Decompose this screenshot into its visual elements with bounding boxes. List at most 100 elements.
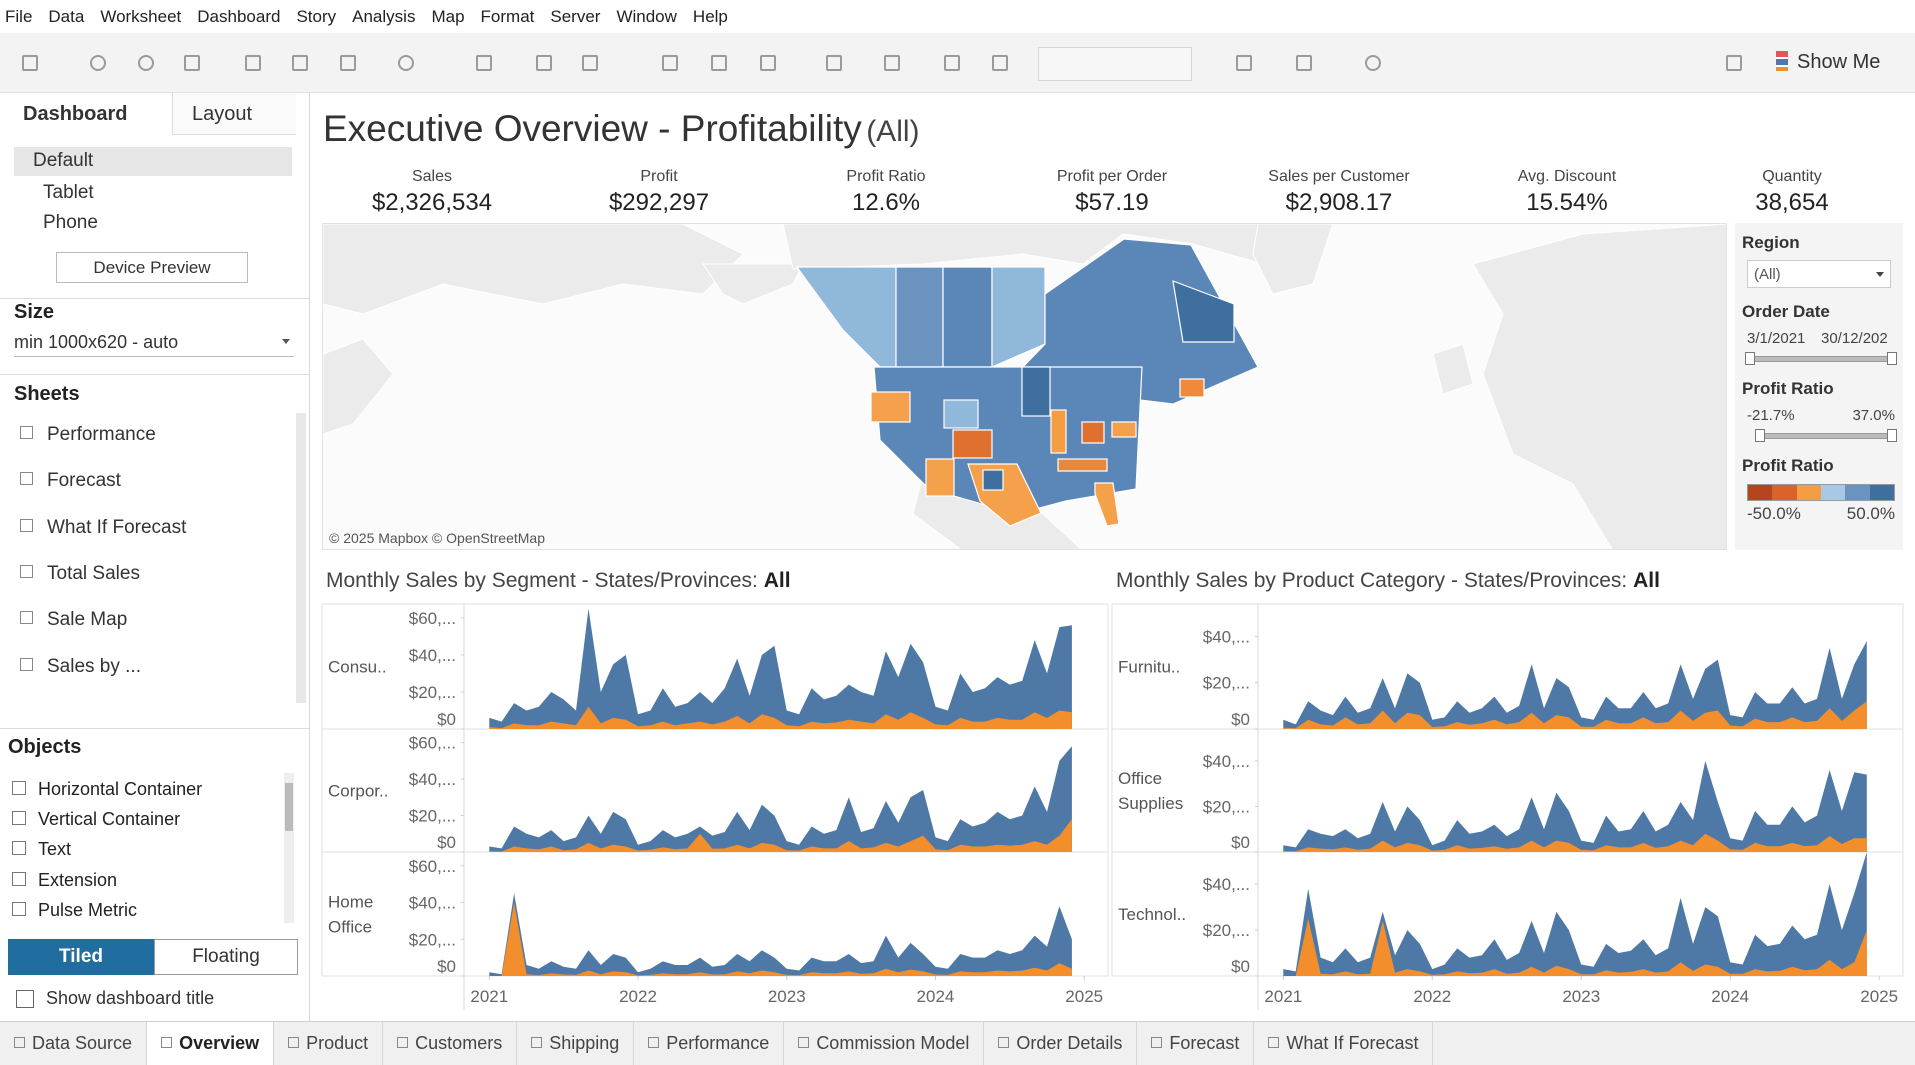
sheet-tab[interactable]: Data Source	[0, 1022, 148, 1065]
y-tick-label: $0	[1231, 710, 1250, 729]
menu-item[interactable]: Worksheet	[100, 6, 182, 26]
menu-item[interactable]: Analysis	[352, 6, 416, 26]
area	[489, 819, 1072, 852]
icon[interactable]	[1296, 55, 1312, 71]
y-tick-label: $60,...	[409, 609, 456, 628]
icon[interactable]	[884, 55, 900, 71]
sheet-item[interactable]: Sales by ...	[20, 656, 141, 678]
sheet-tab[interactable]: Product	[274, 1022, 384, 1065]
icon[interactable]	[1236, 55, 1252, 71]
sheet-item[interactable]: What If Forecast	[20, 517, 186, 539]
fit-dropdown[interactable]	[1038, 47, 1192, 81]
icon[interactable]	[22, 55, 38, 71]
x-tick-label: 2024	[917, 987, 955, 1006]
icon[interactable]	[711, 55, 727, 71]
sheet-item[interactable]: Performance	[20, 424, 156, 446]
panel-label: Office	[1118, 769, 1162, 788]
menu-item[interactable]: Window	[616, 6, 677, 26]
object-item[interactable]: Extension	[12, 870, 117, 891]
kpi-value: $292,297	[608, 189, 710, 216]
sheet-tab[interactable]: Overview	[147, 1022, 275, 1065]
undo[interactable]	[90, 55, 106, 71]
icon[interactable]	[944, 55, 960, 71]
menu-item[interactable]: Format	[480, 6, 535, 26]
object-item[interactable]: Text	[12, 839, 71, 860]
tab-layout[interactable]: Layout	[172, 93, 296, 135]
sheet-tab[interactable]: Shipping	[517, 1022, 635, 1065]
icon[interactable]	[536, 55, 552, 71]
icon[interactable]	[992, 55, 1008, 71]
y-tick-label: $20,...	[409, 930, 456, 949]
slider-handle[interactable]	[1887, 352, 1897, 365]
slider-handle[interactable]	[1745, 352, 1755, 365]
show-me[interactable]: Show Me	[1797, 51, 1881, 73]
device-preview-button[interactable]: Device Preview	[56, 252, 248, 283]
sheet-tabs: Data Source Overview Product Customers Shipp…	[0, 1021, 1915, 1065]
icon[interactable]	[1726, 55, 1742, 71]
share[interactable]	[1365, 55, 1381, 71]
y-tick-label: $0	[1231, 833, 1250, 852]
device[interactable]: Default	[33, 150, 94, 171]
icon[interactable]	[826, 55, 842, 71]
device[interactable]: Phone	[43, 212, 98, 233]
y-tick-label: $0	[437, 957, 456, 976]
save[interactable]	[245, 55, 261, 71]
tiled-button[interactable]: Tiled	[8, 939, 154, 975]
refresh[interactable]	[398, 55, 414, 71]
icon[interactable]	[340, 55, 356, 71]
menu-item[interactable]: Help	[692, 6, 728, 26]
object-item[interactable]: Vertical Container	[12, 809, 180, 830]
region-dropdown[interactable]: (All)	[1747, 260, 1891, 288]
show-title-label[interactable]: Show dashboard title	[46, 988, 215, 1008]
kpi: Profit $292,297	[549, 168, 769, 217]
sheet-tab[interactable]: Customers	[383, 1022, 518, 1065]
area	[1283, 833, 1867, 852]
menu-item[interactable]: Data	[48, 6, 85, 26]
sheet-tab[interactable]: Order Details	[984, 1022, 1138, 1065]
area	[1283, 852, 1867, 976]
icon[interactable]	[476, 55, 492, 71]
size-value[interactable]: min 1000x620 - auto	[14, 332, 179, 352]
device[interactable]: Tablet	[43, 182, 94, 203]
menu-item[interactable]: Dashboard	[197, 6, 281, 26]
sheet-tab[interactable]: What If Forecast	[1254, 1022, 1434, 1065]
sheet-tab[interactable]: Commission Model	[784, 1022, 985, 1065]
slider-handle[interactable]	[1887, 429, 1897, 442]
menu-item[interactable]: Story	[296, 6, 337, 26]
object-item[interactable]: Pulse Metric	[12, 900, 137, 921]
icon[interactable]	[292, 55, 308, 71]
sheet-tab[interactable]: Forecast	[1137, 1022, 1255, 1065]
slider-handle[interactable]	[1755, 429, 1765, 442]
chart-title-text: Monthly Sales by Product Category - Stat…	[1116, 569, 1633, 592]
x-tick-label: 2025	[1860, 987, 1898, 1006]
panel-label: Supplies	[1118, 794, 1183, 813]
sheet-item[interactable]: Total Sales	[20, 563, 140, 585]
icon[interactable]	[582, 55, 598, 71]
kpi-value: 38,654	[1755, 189, 1829, 216]
checkbox[interactable]	[16, 990, 34, 1008]
redo[interactable]	[138, 55, 154, 71]
menu-item[interactable]: Server	[550, 6, 601, 26]
panel-label: Home	[328, 893, 373, 912]
menu-item[interactable]: Map	[431, 6, 465, 26]
separator	[0, 728, 309, 729]
separator	[0, 374, 309, 375]
tab-dashboard[interactable]: Dashboard	[0, 93, 172, 135]
icon[interactable]	[184, 55, 200, 71]
show-me-icon	[1776, 51, 1788, 71]
menu-item[interactable]: File	[5, 6, 33, 26]
icon[interactable]	[760, 55, 776, 71]
map-canvas	[323, 224, 1726, 549]
floating-button[interactable]: Floating	[154, 939, 298, 975]
filter-label: Order Date	[1742, 302, 1830, 321]
map[interactable]: © 2025 Mapbox © OpenStreetMap	[322, 223, 1727, 550]
sheet-tab[interactable]: Performance	[634, 1022, 785, 1065]
chart-title-bold: All	[764, 569, 791, 592]
object-item[interactable]: Horizontal Container	[12, 779, 202, 800]
kpi-label: Profit	[640, 168, 678, 185]
sheet-item[interactable]: Forecast	[20, 470, 121, 492]
kpi: Profit per Order $57.19	[1002, 168, 1222, 217]
sheet-item[interactable]: Sale Map	[20, 609, 127, 631]
icon[interactable]	[662, 55, 678, 71]
